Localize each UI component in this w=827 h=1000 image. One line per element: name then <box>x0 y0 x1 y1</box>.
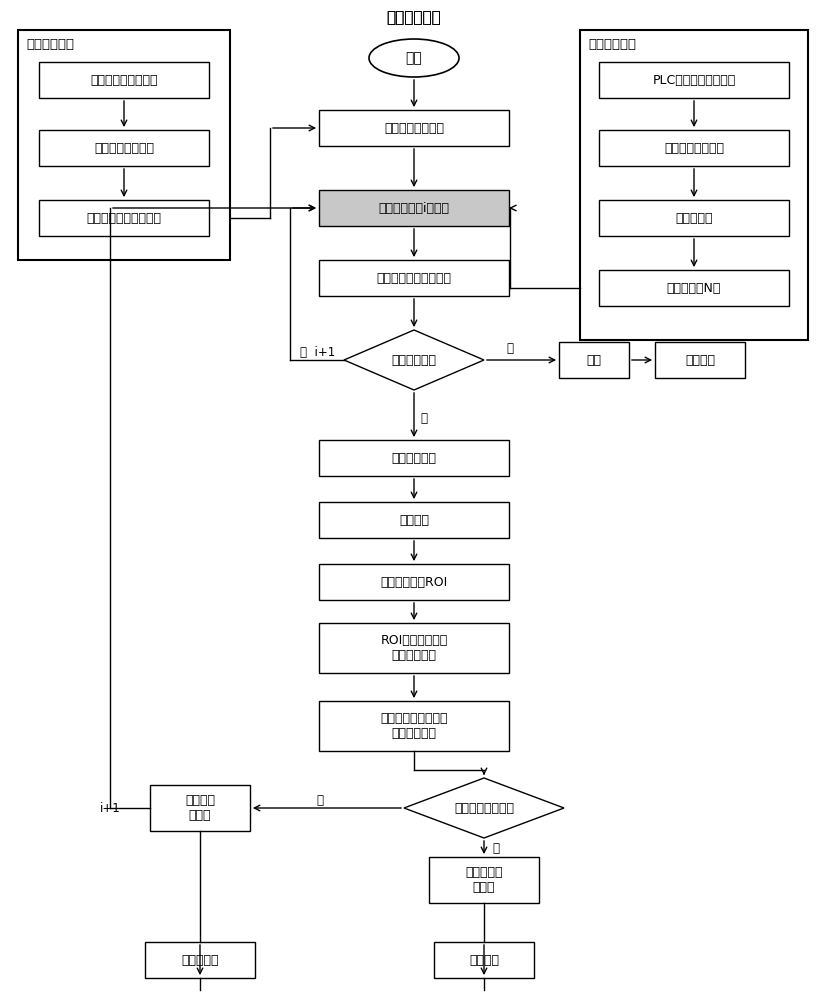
Text: 图像采集卡: 图像采集卡 <box>676 212 713 225</box>
Text: 是: 是 <box>420 412 427 424</box>
FancyBboxPatch shape <box>150 785 250 831</box>
Text: 否: 否 <box>317 794 323 806</box>
Text: 液位是否符合限定: 液位是否符合限定 <box>454 802 514 814</box>
FancyBboxPatch shape <box>145 942 255 978</box>
Text: 求解位移矩阵: 求解位移矩阵 <box>391 452 437 464</box>
FancyBboxPatch shape <box>319 502 509 538</box>
Text: 依据液位形状特征，
计算液位高度: 依据液位形状特征， 计算液位高度 <box>380 712 447 740</box>
FancyBboxPatch shape <box>39 200 209 236</box>
Text: 液位识别方法: 液位识别方法 <box>387 10 442 25</box>
Text: 匹配是否成功: 匹配是否成功 <box>391 354 437 366</box>
Text: 空瓶: 空瓶 <box>586 354 601 366</box>
Text: PLC提供相机触发信号: PLC提供相机触发信号 <box>653 74 736 87</box>
Text: 液位高度符
合条件: 液位高度符 合条件 <box>466 866 503 894</box>
FancyBboxPatch shape <box>319 260 509 296</box>
FancyBboxPatch shape <box>655 342 745 378</box>
Text: 是: 是 <box>492 842 499 856</box>
Text: 液位过高
或过低: 液位过高 或过低 <box>185 794 215 822</box>
FancyBboxPatch shape <box>599 62 789 98</box>
Text: 读取待检测第i帧图像: 读取待检测第i帧图像 <box>379 202 450 215</box>
Text: 空瓶统计: 空瓶统计 <box>685 354 715 366</box>
FancyBboxPatch shape <box>599 200 789 236</box>
Text: 否  i+1: 否 i+1 <box>299 346 335 359</box>
FancyBboxPatch shape <box>319 440 509 476</box>
FancyBboxPatch shape <box>429 857 539 903</box>
Text: 生成检测区域ROI: 生成检测区域ROI <box>380 576 447 588</box>
FancyBboxPatch shape <box>559 342 629 378</box>
Text: 创建模板图像: 创建模板图像 <box>26 37 74 50</box>
Text: 开始: 开始 <box>405 51 423 65</box>
Text: 制作恰当的原始图像: 制作恰当的原始图像 <box>90 74 158 87</box>
FancyBboxPatch shape <box>599 270 789 306</box>
FancyBboxPatch shape <box>39 130 209 166</box>
FancyBboxPatch shape <box>319 701 509 751</box>
Text: 不合格统计: 不合格统计 <box>181 954 219 966</box>
Ellipse shape <box>369 39 459 77</box>
Text: 合格统计: 合格统计 <box>469 954 499 966</box>
FancyBboxPatch shape <box>599 130 789 166</box>
Text: 同一瓶采集N帧: 同一瓶采集N帧 <box>667 282 721 294</box>
FancyBboxPatch shape <box>319 190 509 226</box>
Text: 基于形状进行图像匹配: 基于形状进行图像匹配 <box>376 271 452 284</box>
Text: 液位识别方法: 液位识别方法 <box>387 10 442 25</box>
FancyBboxPatch shape <box>319 110 509 146</box>
Text: 采集图像模块: 采集图像模块 <box>588 37 636 50</box>
Text: i+1: i+1 <box>100 802 121 814</box>
FancyBboxPatch shape <box>319 623 509 673</box>
FancyBboxPatch shape <box>319 564 509 600</box>
Text: 否: 否 <box>506 342 514 356</box>
FancyBboxPatch shape <box>39 62 209 98</box>
Text: 依据特征创建匹配模板: 依据特征创建匹配模板 <box>87 212 161 225</box>
Text: ROI图像基于灰度
进行阈值划分: ROI图像基于灰度 进行阈值划分 <box>380 634 447 662</box>
FancyBboxPatch shape <box>580 30 808 340</box>
FancyBboxPatch shape <box>18 30 230 260</box>
Polygon shape <box>404 778 564 838</box>
Text: 仿射变换: 仿射变换 <box>399 514 429 526</box>
Text: 读取创建好的模板: 读取创建好的模板 <box>384 121 444 134</box>
Text: 模板图像特征提取: 模板图像特征提取 <box>94 141 154 154</box>
Text: 相机、镜头、光源: 相机、镜头、光源 <box>664 141 724 154</box>
FancyBboxPatch shape <box>434 942 534 978</box>
Polygon shape <box>344 330 484 390</box>
